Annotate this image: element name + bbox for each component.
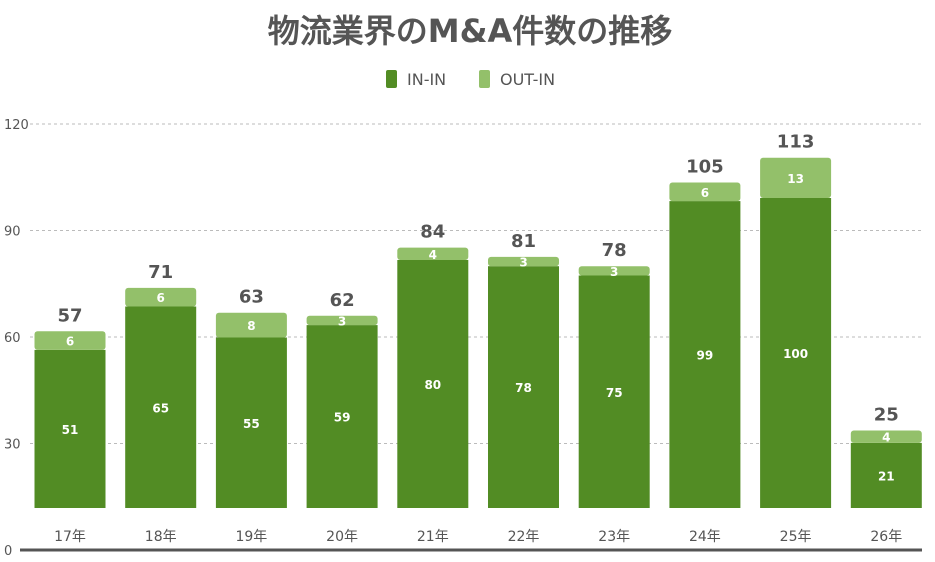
x-tick-label: 23年 bbox=[598, 529, 630, 545]
data-label: 65 bbox=[152, 401, 169, 415]
bar-segment-in-in bbox=[215, 337, 287, 508]
data-label: 55 bbox=[243, 417, 260, 431]
bar-segment-out-in bbox=[215, 312, 287, 338]
x-tick-label: 25年 bbox=[780, 529, 812, 545]
bar-segment-in-in bbox=[34, 349, 106, 508]
x-tick-label: 21年 bbox=[417, 529, 449, 545]
x-tick-label: 22年 bbox=[508, 529, 540, 545]
bar-segment-out-in bbox=[578, 266, 650, 276]
data-label: 59 bbox=[334, 411, 351, 425]
data-label: 3 bbox=[519, 256, 527, 270]
x-tick-label: 17年 bbox=[54, 529, 86, 545]
data-label: 80 bbox=[424, 378, 441, 392]
total-label: 78 bbox=[602, 240, 627, 261]
y-tick-label: 0 bbox=[4, 544, 12, 559]
total-label: 113 bbox=[777, 132, 815, 153]
legend: IN-IN OUT-IN bbox=[386, 70, 555, 89]
legend-swatch-in-in bbox=[386, 70, 397, 88]
total-label: 62 bbox=[330, 290, 355, 311]
total-label: 84 bbox=[420, 222, 445, 243]
data-label: 3 bbox=[338, 314, 346, 328]
data-label: 8 bbox=[247, 319, 255, 333]
bar-segment-out-in bbox=[669, 182, 741, 202]
y-tick-label: 90 bbox=[4, 225, 21, 240]
y-tick-label: 60 bbox=[4, 331, 21, 346]
data-label: 100 bbox=[783, 347, 808, 361]
bar-segment-out-in bbox=[306, 315, 378, 326]
legend-label-in-in: IN-IN bbox=[407, 70, 446, 89]
legend-swatch-out-in bbox=[479, 70, 490, 88]
total-label: 63 bbox=[239, 287, 264, 308]
data-label: 75 bbox=[606, 386, 623, 400]
total-label: 71 bbox=[148, 262, 173, 283]
x-tick-label: 24年 bbox=[689, 529, 721, 545]
data-label: 6 bbox=[701, 186, 709, 200]
bar-segment-out-in bbox=[760, 157, 832, 198]
data-label: 78 bbox=[515, 381, 532, 395]
data-label: 13 bbox=[787, 172, 804, 186]
chart-title: 物流業界のM&A件数の推移 bbox=[268, 12, 673, 50]
bar-segment-out-in bbox=[34, 331, 106, 350]
data-label: 51 bbox=[62, 423, 79, 437]
y-tick-label: 120 bbox=[4, 118, 29, 133]
bar-segment-in-in bbox=[760, 198, 832, 508]
data-label: 99 bbox=[697, 349, 714, 363]
bar-segment-in-in bbox=[669, 201, 741, 508]
bar-segment-out-in bbox=[488, 256, 559, 267]
bar-segment-in-in bbox=[850, 442, 922, 508]
data-label: 4 bbox=[882, 431, 890, 445]
total-label: 25 bbox=[874, 405, 899, 426]
total-label: 105 bbox=[686, 157, 724, 178]
data-label: 6 bbox=[66, 335, 74, 349]
x-tick-label: 19年 bbox=[235, 529, 267, 545]
bar-segment-in-in bbox=[397, 260, 469, 508]
total-label: 57 bbox=[57, 305, 82, 326]
data-label: 21 bbox=[878, 469, 895, 483]
y-tick-label: 30 bbox=[4, 438, 21, 453]
total-label: 81 bbox=[511, 231, 536, 252]
data-label: 4 bbox=[429, 248, 437, 262]
bar-segment-out-in bbox=[397, 247, 469, 260]
legend-label-out-in: OUT-IN bbox=[500, 70, 555, 89]
bar-segment-out-in bbox=[125, 287, 197, 307]
bar-segment-in-in bbox=[488, 266, 559, 508]
bar-segment-in-in bbox=[306, 325, 378, 508]
x-tick-label: 26年 bbox=[870, 529, 902, 545]
x-tick-label: 18年 bbox=[145, 529, 177, 545]
x-tick-label: 20年 bbox=[326, 529, 358, 545]
bar-segment-in-in bbox=[125, 306, 197, 508]
data-label: 6 bbox=[157, 291, 165, 305]
data-label: 3 bbox=[610, 265, 618, 279]
bar-segment-out-in bbox=[850, 430, 922, 443]
bar-segment-in-in bbox=[578, 275, 650, 508]
